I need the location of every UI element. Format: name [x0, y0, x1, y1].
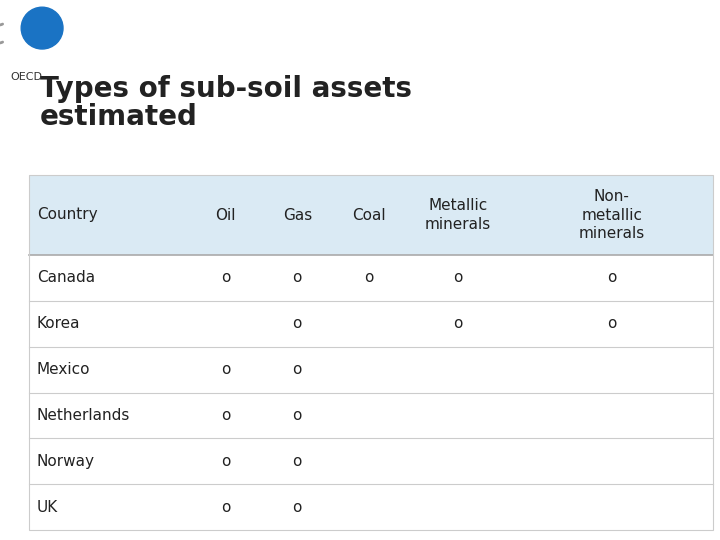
Text: o: o: [607, 271, 616, 286]
Text: o: o: [607, 316, 616, 331]
Text: o: o: [292, 316, 302, 331]
Text: Netherlands: Netherlands: [37, 408, 130, 423]
Text: Korea: Korea: [37, 316, 81, 331]
Text: Country: Country: [37, 207, 97, 222]
Text: o: o: [292, 454, 302, 469]
Text: Non-
metallic
minerals: Non- metallic minerals: [579, 189, 645, 241]
Text: estimated: estimated: [40, 103, 198, 131]
Text: OECD: OECD: [10, 72, 42, 82]
Text: Mexico: Mexico: [37, 362, 90, 377]
Bar: [29, 175, 713, 530]
Text: o: o: [221, 362, 230, 377]
Text: Gas: Gas: [283, 207, 312, 222]
Circle shape: [21, 7, 63, 49]
Bar: [29, 175, 713, 255]
Text: o: o: [454, 271, 463, 286]
Text: Canada: Canada: [37, 271, 95, 286]
Text: o: o: [292, 271, 302, 286]
Text: o: o: [221, 408, 230, 423]
Text: o: o: [292, 408, 302, 423]
Text: Oil: Oil: [215, 207, 235, 222]
Text: Norway: Norway: [37, 454, 95, 469]
Text: UK: UK: [37, 500, 58, 515]
Text: o: o: [454, 316, 463, 331]
Text: o: o: [221, 271, 230, 286]
Text: Coal: Coal: [352, 207, 386, 222]
Text: o: o: [221, 500, 230, 515]
Text: o: o: [221, 454, 230, 469]
Text: Types of sub-soil assets: Types of sub-soil assets: [40, 75, 412, 103]
Text: o: o: [292, 362, 302, 377]
Text: o: o: [364, 271, 374, 286]
Text: o: o: [292, 500, 302, 515]
Text: Metallic
minerals: Metallic minerals: [425, 198, 491, 232]
